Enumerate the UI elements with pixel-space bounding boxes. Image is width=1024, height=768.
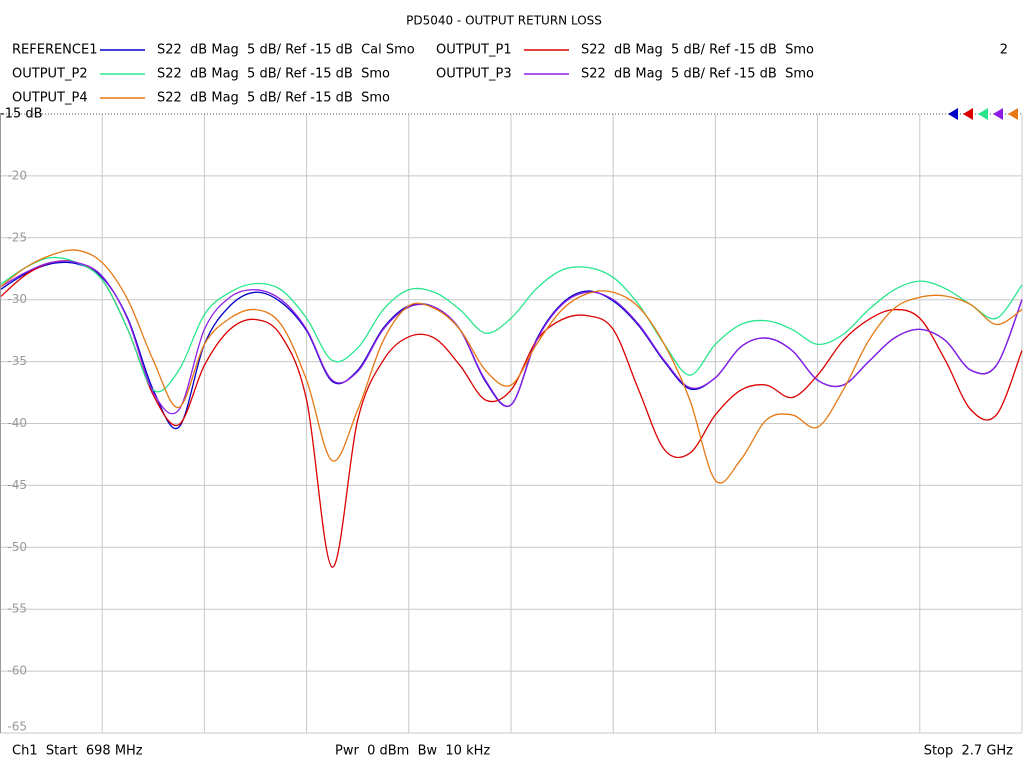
reference-marker xyxy=(963,108,973,120)
legend-name: OUTPUT_P3 xyxy=(436,67,512,82)
channel-number: 2 xyxy=(1000,43,1008,58)
legend-format: S22 dB Mag 5 dB/ Ref -15 dB Smo xyxy=(157,91,390,106)
series-line xyxy=(0,249,1023,484)
y-tick-label: -60 xyxy=(7,664,27,678)
footer-start: Ch1 Start 698 MHz xyxy=(12,744,143,759)
series-line xyxy=(0,260,1023,568)
legend-name: OUTPUT_P1 xyxy=(436,43,512,58)
footer-stop: Stop 2.7 GHz xyxy=(924,744,1013,759)
y-tick-label: -40 xyxy=(7,416,27,430)
footer-power: Pwr 0 dBm Bw 10 kHz xyxy=(335,744,490,759)
legend-format: S22 dB Mag 5 dB/ Ref -15 dB Cal Smo xyxy=(157,43,415,58)
y-tick-label: -50 xyxy=(7,540,27,554)
y-tick-label: -15 dB xyxy=(0,107,43,122)
legend-name: OUTPUT_P2 xyxy=(12,67,88,82)
chart-title: PD5040 - OUTPUT RETURN LOSS xyxy=(406,14,602,28)
y-tick-label: -45 xyxy=(7,478,27,492)
legend-format: S22 dB Mag 5 dB/ Ref -15 dB Smo xyxy=(581,67,814,82)
series-line xyxy=(0,260,1023,415)
y-tick-label: -20 xyxy=(7,168,27,182)
legend-name: REFERENCE1 xyxy=(12,43,97,58)
y-tick-label: -55 xyxy=(7,602,27,616)
reference-marker xyxy=(1008,108,1018,120)
y-tick-label: -25 xyxy=(7,230,27,244)
reference-marker xyxy=(993,108,1003,120)
reference-marker xyxy=(978,108,988,120)
y-tick-label: -30 xyxy=(7,292,27,306)
legend-name: OUTPUT_P4 xyxy=(12,91,88,106)
legend-format: S22 dB Mag 5 dB/ Ref -15 dB Smo xyxy=(581,43,814,58)
legend-format: S22 dB Mag 5 dB/ Ref -15 dB Smo xyxy=(157,67,390,82)
y-tick-label: -35 xyxy=(7,354,27,368)
series-line xyxy=(0,256,1023,393)
reference-marker xyxy=(948,108,958,120)
y-tick-label: -65 xyxy=(7,720,27,734)
